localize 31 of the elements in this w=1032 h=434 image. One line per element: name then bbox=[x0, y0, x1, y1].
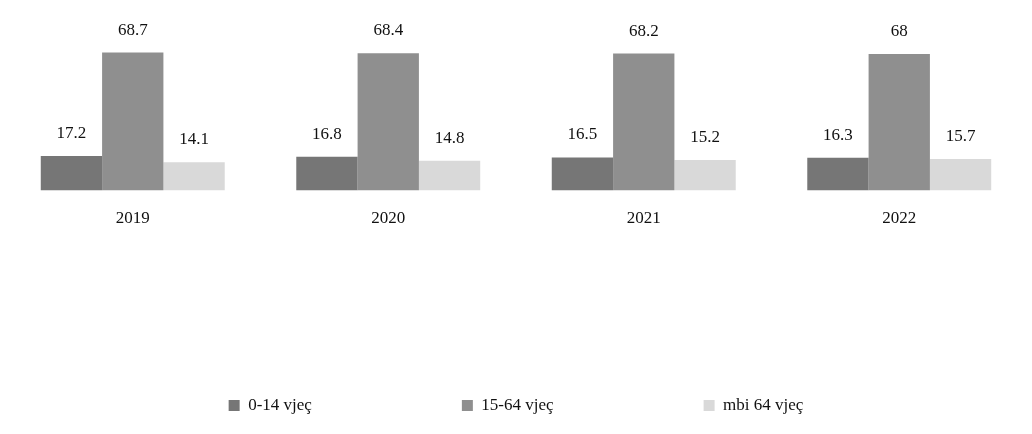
x-tick-label: 2021 bbox=[626, 208, 661, 228]
data-label: 68.2 bbox=[628, 20, 659, 40]
data-label: 16.3 bbox=[823, 124, 853, 144]
data-label: 14.1 bbox=[179, 129, 209, 149]
legend-label: 15-64 vjeç bbox=[481, 394, 555, 414]
bar bbox=[674, 160, 736, 191]
bar bbox=[418, 160, 481, 191]
bar bbox=[296, 156, 358, 191]
bar bbox=[163, 162, 225, 191]
bar bbox=[357, 53, 419, 191]
data-label: 16.8 bbox=[312, 123, 342, 143]
legend-label: 0-14 vjeç bbox=[248, 394, 313, 414]
bar bbox=[929, 159, 992, 191]
bar bbox=[40, 156, 103, 191]
data-label: 15.2 bbox=[690, 127, 720, 147]
data-label: 68.7 bbox=[117, 19, 149, 39]
data-label: 68 bbox=[890, 20, 908, 40]
data-label: 68.4 bbox=[373, 20, 404, 40]
x-tick-label: 2019 bbox=[115, 208, 150, 228]
bar bbox=[807, 157, 869, 191]
x-tick-label: 2020 bbox=[371, 208, 406, 228]
data-label: 16.5 bbox=[567, 124, 598, 144]
bar bbox=[102, 52, 164, 191]
legend-label: mbi 64 vjeç bbox=[723, 394, 804, 414]
bar bbox=[551, 157, 614, 191]
data-label: 17.2 bbox=[56, 123, 87, 143]
data-label: 14.8 bbox=[434, 127, 465, 147]
bar bbox=[613, 53, 675, 191]
data-label: 15.7 bbox=[945, 126, 976, 146]
bar bbox=[868, 54, 930, 191]
x-tick-label: 2022 bbox=[882, 208, 917, 228]
